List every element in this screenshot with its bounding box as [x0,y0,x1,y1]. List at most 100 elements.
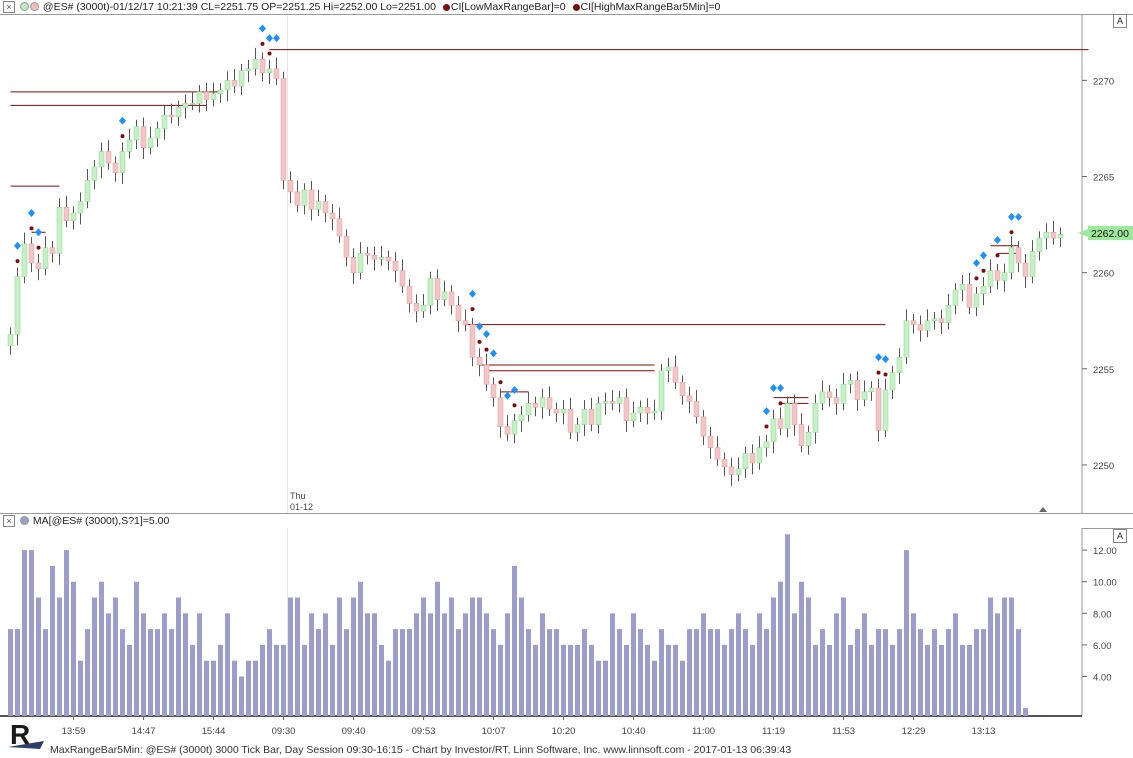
volume-legend: MA[@ES# (3000t),S?1]=5.00 [20,514,169,528]
candle [252,47,259,76]
volume-bar [106,613,111,716]
auto-scale-button[interactable]: A [1113,14,1127,28]
volume-bar [680,660,685,716]
volume-bar [596,660,601,716]
time-axis-label: 13:59 [62,726,86,737]
volume-bar [29,550,34,716]
volume-bar [337,597,342,716]
candle [980,277,987,306]
candle [518,405,525,433]
high-signal-diamond [994,235,1001,244]
candle [427,271,434,315]
candle [280,71,287,190]
high-signal-diamond [273,34,280,43]
volume-bar [722,644,727,716]
volume-bar [113,597,118,716]
volume-bar [988,597,993,716]
candle [826,385,833,407]
low-signal-dot [876,370,881,375]
candle [938,309,945,334]
volume-bar [316,629,321,716]
candle [854,371,861,411]
candle [966,272,973,314]
candle [105,140,112,170]
low-signal-dot [995,253,1000,258]
high-signal-diamond [973,259,980,268]
low-signal-dot [498,380,503,385]
candle [210,82,217,107]
volume-bar [351,597,356,716]
candle [161,105,168,140]
close-icon[interactable]: × [3,1,15,13]
volume-bar [260,644,265,716]
price-axis-label: 2250 [1093,461,1114,472]
candle [560,400,567,425]
volume-bar [561,644,566,716]
candle [448,285,455,315]
candle [917,315,924,342]
volume-bar [897,629,902,716]
volume-chart[interactable]: 4.00 6.00 8.00 10.00 12.00 [0,528,1133,716]
candle [329,204,336,231]
low-signal-dot [484,347,489,352]
candle [721,452,728,476]
volume-bar [631,613,636,716]
volume-bar [43,629,48,716]
candle [21,232,28,284]
candle [343,229,350,267]
volume-bar [841,597,846,716]
volume-bar [904,550,909,716]
candle [406,279,413,313]
last-price-label: 2262.00 [1091,228,1129,240]
volume-bar [673,644,678,716]
candle [28,237,35,273]
high-signal-diamond [777,384,784,393]
volume-bar [491,629,496,716]
scroll-marker-icon[interactable] [1039,507,1047,512]
auto-scale-button[interactable]: A [1113,529,1127,543]
candle [791,394,798,436]
volume-bar [232,660,237,716]
high-signal-diamond [483,330,490,339]
candle [462,309,469,332]
volume-bar [372,613,377,716]
price-chart[interactable]: 2250 2255 2260 2265 2270 Thu 01-12 2262.00 [0,15,1133,513]
volume-bar [36,597,41,716]
candle [476,348,483,377]
low-signal-dot [260,41,265,46]
volume-bar [778,581,783,716]
candle [665,357,672,383]
high-signal-diamond [875,353,882,362]
candle [336,207,343,243]
candle [294,180,301,213]
volume-bar [827,644,832,716]
volume-bar [638,629,643,716]
close-icon[interactable]: × [3,515,15,527]
volume-bar [358,581,363,716]
instrument-summary: @ES# (3000t)-01/12/17 10:21:39 CL=2251.7… [42,1,436,13]
volume-bar [421,597,426,716]
ci-high-label: CI[HighMaxRangeBar5Min]=0 [580,1,721,13]
volume-bar [477,597,482,716]
candle [952,283,959,315]
volume-bar [974,629,979,716]
low-signal-dot [36,245,41,250]
volume-bar [15,629,20,716]
high-signal-diamond [770,384,777,393]
volume-bar [267,629,272,716]
low-signal-dot [778,401,783,406]
volume-bar [736,613,741,716]
candle [945,293,952,330]
candle [630,401,637,428]
low-indicator-icon [442,4,450,11]
candle [784,396,791,438]
candle [637,400,644,423]
price-axis-label: 2260 [1093,269,1114,280]
volume-bar [407,629,412,716]
volume-bar [22,550,27,716]
candle [420,293,427,318]
volume-bar [960,644,965,716]
candle [889,365,896,399]
volume-bar [85,629,90,716]
candle [693,390,700,424]
